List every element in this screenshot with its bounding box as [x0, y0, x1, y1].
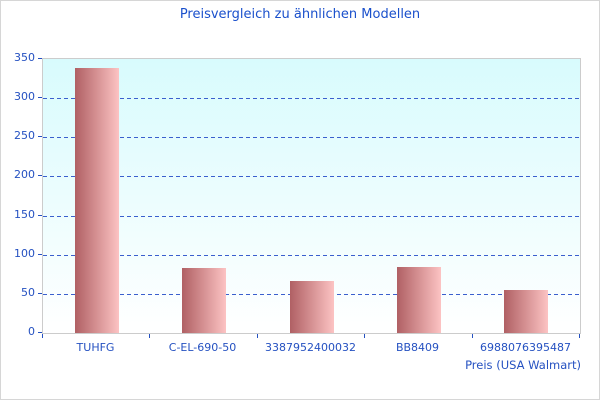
bar-3387952400032 [290, 281, 334, 333]
gridline-300 [43, 98, 580, 99]
y-tick-mark [38, 175, 42, 176]
x-axis-title: Preis (USA Walmart) [465, 358, 581, 372]
y-tick-mark [38, 254, 42, 255]
plot-area [42, 58, 581, 334]
x-tick-mark [364, 334, 365, 338]
y-tick-mark [38, 97, 42, 98]
x-tick-mark [472, 334, 473, 338]
bar-TUHFG [75, 68, 119, 333]
x-tick-mark [149, 334, 150, 338]
y-tick-mark [38, 332, 42, 333]
y-tick-label-150: 150 [14, 208, 35, 221]
bar-6988076395487 [504, 290, 548, 333]
bar-BB8409 [397, 267, 441, 333]
y-tick-mark [38, 136, 42, 137]
y-tick-label-250: 250 [14, 129, 35, 142]
x-tick-label-TUHFG: TUHFG [76, 341, 115, 354]
bar-C-EL-690-50 [182, 268, 226, 333]
x-tick-mark [42, 334, 43, 338]
x-tick-label-3387952400032: 3387952400032 [265, 341, 356, 354]
y-tick-label-0: 0 [28, 325, 35, 338]
y-tick-label-100: 100 [14, 247, 35, 260]
y-tick-label-200: 200 [14, 168, 35, 181]
gridline-200 [43, 176, 580, 177]
gridline-250 [43, 137, 580, 138]
x-tick-label-6988076395487: 6988076395487 [480, 341, 571, 354]
y-tick-mark [38, 58, 42, 59]
y-tick-label-350: 350 [14, 51, 35, 64]
x-tick-mark [579, 334, 580, 338]
gridline-100 [43, 255, 580, 256]
y-tick-label-300: 300 [14, 90, 35, 103]
y-tick-label-50: 50 [21, 286, 35, 299]
y-tick-mark [38, 215, 42, 216]
x-tick-mark [257, 334, 258, 338]
gridline-150 [43, 216, 580, 217]
chart-title: Preisvergleich zu ähnlichen Modellen [179, 7, 421, 22]
x-tick-label-C-EL-690-50: C-EL-690-50 [168, 341, 237, 354]
y-tick-mark [38, 293, 42, 294]
x-tick-label-BB8409: BB8409 [395, 341, 440, 354]
